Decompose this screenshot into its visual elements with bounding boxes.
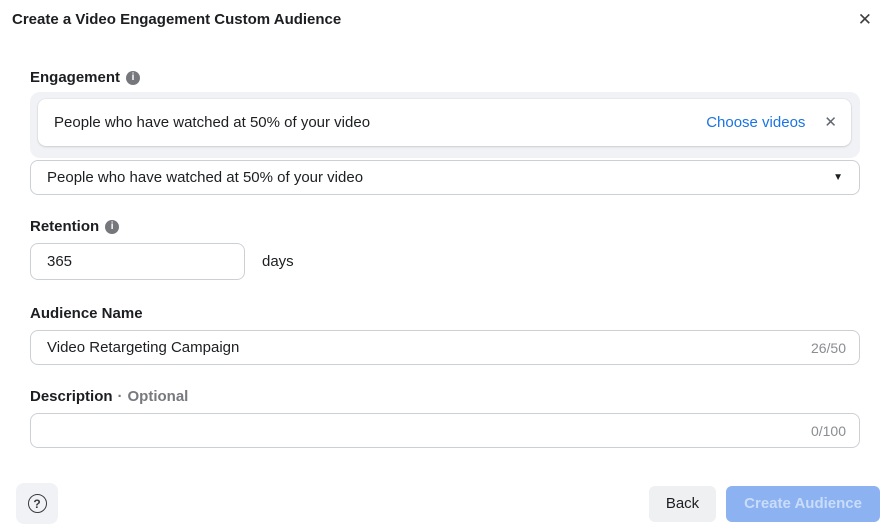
optional-label: Optional <box>127 388 189 405</box>
description-char-counter: 0/100 <box>810 422 846 439</box>
modal-header: Create a Video Engagement Custom Audienc… <box>0 0 890 30</box>
description-label: Description <box>30 388 113 405</box>
help-button[interactable]: ? <box>16 483 58 524</box>
audience-name-input[interactable] <box>47 339 801 356</box>
choose-videos-link[interactable]: Choose videos <box>706 114 806 131</box>
label-separator: · <box>117 388 123 405</box>
chevron-down-icon: ▼ <box>833 171 843 183</box>
engagement-type-dropdown[interactable]: People who have watched at 50% of your v… <box>30 160 860 195</box>
engagement-container: People who have watched at 50% of your v… <box>30 92 860 158</box>
engagement-label-row: Engagement i <box>30 69 860 86</box>
modal-content: Engagement i People who have watched at … <box>0 69 890 448</box>
engagement-rule-text: People who have watched at 50% of your v… <box>54 114 371 131</box>
description-input[interactable] <box>47 422 801 439</box>
description-field: 0/100 <box>30 413 860 448</box>
back-button[interactable]: Back <box>648 485 717 522</box>
dropdown-selected-value: People who have watched at 50% of your v… <box>47 169 364 186</box>
remove-rule-icon[interactable]: ✕ <box>824 114 837 131</box>
info-icon[interactable]: i <box>105 219 120 234</box>
retention-row: days <box>30 243 860 280</box>
footer-actions: Back Create Audience <box>648 485 880 522</box>
retention-label-row: Retention i <box>30 218 860 235</box>
audience-name-field: 26/50 <box>30 330 860 365</box>
retention-label: Retention <box>30 218 100 235</box>
audience-name-label-row: Audience Name <box>30 305 860 322</box>
retention-unit-label: days <box>262 253 294 270</box>
info-icon[interactable]: i <box>126 70 141 85</box>
retention-input[interactable] <box>30 243 245 280</box>
close-icon[interactable]: ✕ <box>854 10 876 30</box>
create-audience-button[interactable]: Create Audience <box>726 485 880 522</box>
engagement-label: Engagement <box>30 69 121 86</box>
audience-name-label: Audience Name <box>30 305 143 322</box>
audience-name-char-counter: 26/50 <box>810 339 846 356</box>
description-label-row: Description · Optional <box>30 388 860 405</box>
question-mark-icon: ? <box>27 494 47 513</box>
modal-title: Create a Video Engagement Custom Audienc… <box>12 11 342 28</box>
engagement-rule-card: People who have watched at 50% of your v… <box>38 99 851 146</box>
modal-footer: ? Back Create Audience <box>0 483 890 524</box>
